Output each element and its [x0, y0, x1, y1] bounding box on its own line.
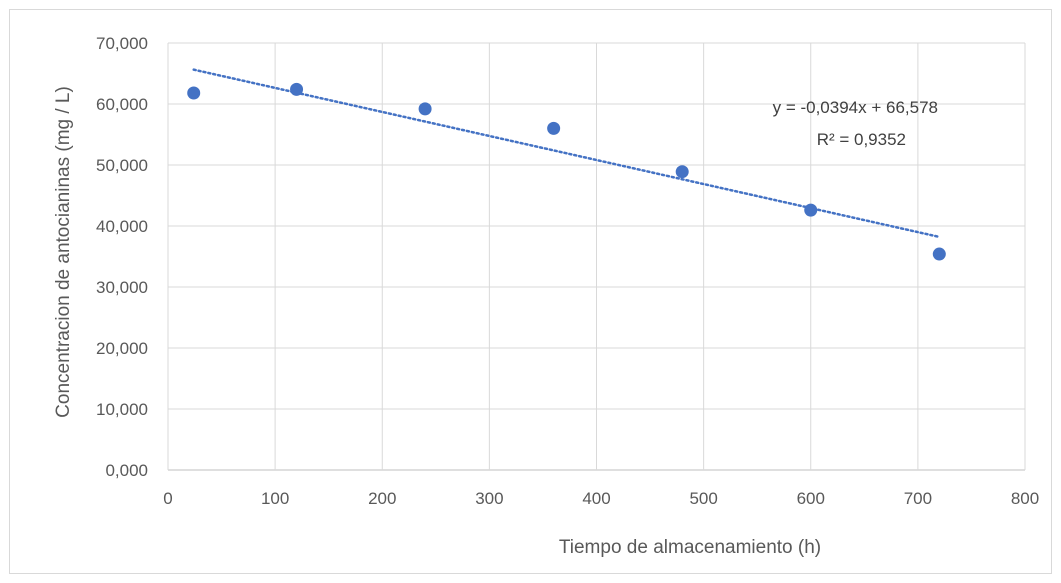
x-tick-label: 800	[1011, 489, 1039, 508]
data-point	[290, 82, 304, 96]
data-point	[187, 86, 201, 100]
y-tick-label: 60,000	[96, 95, 148, 114]
x-axis-title: Tiempo de almacenamiento (h)	[559, 537, 821, 558]
trendline-group	[192, 68, 941, 239]
r-squared-label: R² = 0,9352	[817, 130, 906, 149]
y-tick-label: 40,000	[96, 217, 148, 236]
data-point	[804, 203, 818, 217]
data-point	[418, 102, 432, 116]
x-tick-label: 500	[689, 489, 717, 508]
chart-frame	[9, 9, 1052, 574]
y-tick-labels: 0,000 10,000 20,000 30,000 40,000 50,000 60,00…	[96, 34, 148, 480]
y-tick-label: 0,000	[105, 461, 148, 480]
y-tick-label: 20,000	[96, 339, 148, 358]
y-tick-label: 50,000	[96, 156, 148, 175]
x-tick-label: 400	[582, 489, 610, 508]
data-points	[187, 82, 946, 261]
y-axis-title: Concentracion de antocianinas (mg / L)	[53, 86, 74, 418]
grid-lines	[167, 42, 1026, 471]
x-tick-labels: 0 100 200 300 400 500 600 700 800	[163, 489, 1039, 508]
data-point	[547, 121, 561, 135]
data-point	[675, 165, 689, 179]
y-tick-label: 30,000	[96, 278, 148, 297]
x-tick-label: 300	[475, 489, 503, 508]
y-tick-label: 70,000	[96, 34, 148, 53]
x-tick-label: 100	[261, 489, 289, 508]
x-tick-label: 0	[163, 489, 172, 508]
trendline-equation: y = -0,0394x + 66,578	[773, 98, 938, 117]
trendline	[192, 68, 941, 239]
y-tick-label: 10,000	[96, 400, 148, 419]
x-tick-label: 200	[368, 489, 396, 508]
data-point	[932, 247, 946, 261]
x-tick-label: 600	[797, 489, 825, 508]
x-tick-label: 700	[904, 489, 932, 508]
